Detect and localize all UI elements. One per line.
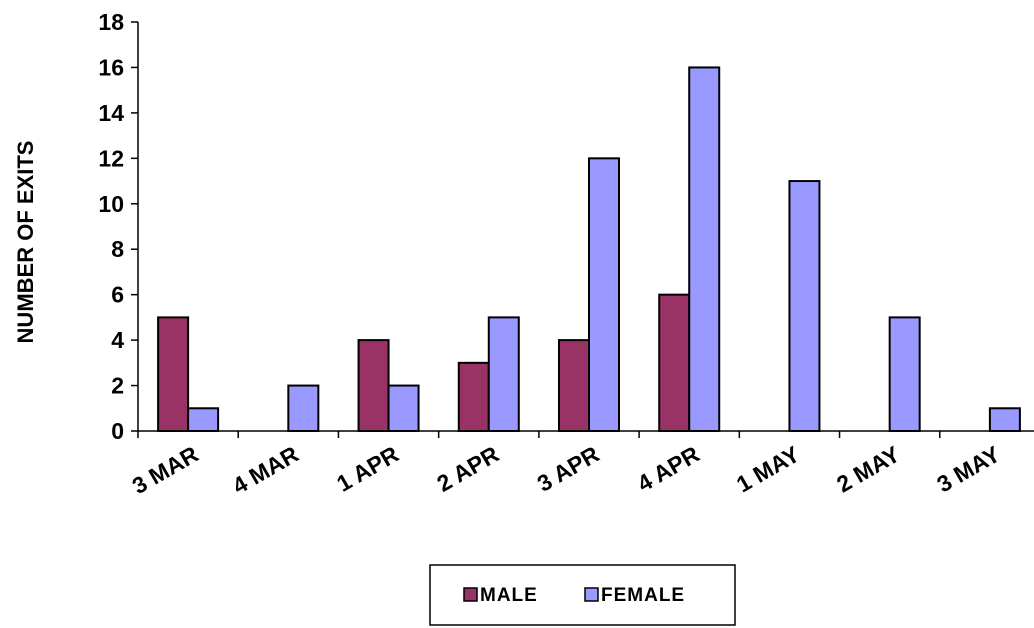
x-tick-label: 4 MAR — [228, 441, 303, 499]
y-tick-label: 6 — [111, 282, 124, 308]
y-tick-label: 0 — [111, 418, 124, 444]
y-axis-title: NUMBER OF EXITS — [13, 141, 38, 344]
bar-male — [457, 361, 490, 433]
legend-label-female: FEMALE — [601, 585, 685, 606]
legend: MALE FEMALE — [429, 564, 736, 626]
y-tick-label: 8 — [111, 236, 124, 262]
bar-male — [658, 293, 691, 432]
bars — [157, 66, 1021, 433]
y-axis-ticks: 0 2 4 6 8 10 12 14 16 18 — [98, 9, 138, 444]
legend-label-male: MALE — [480, 585, 538, 606]
y-tick-label: 12 — [98, 145, 124, 171]
y-tick-label: 4 — [111, 327, 124, 353]
bar-female — [888, 316, 921, 432]
legend-swatch-female — [584, 587, 599, 602]
bar-male — [357, 339, 390, 432]
y-tick-label: 16 — [98, 54, 124, 80]
bar-female — [187, 407, 220, 432]
x-tick-label: 3 MAY — [932, 441, 1004, 498]
x-tick-label: 4 APR — [633, 441, 704, 497]
x-tick-label: 3 APR — [533, 441, 604, 497]
bar-female — [988, 407, 1021, 432]
bar-male — [157, 316, 190, 432]
x-tick-label: 3 MAR — [128, 441, 203, 499]
bar-female — [387, 384, 420, 432]
legend-box — [429, 564, 736, 626]
x-tick-label: 1 MAY — [732, 441, 804, 498]
legend-swatch-male — [463, 587, 478, 602]
bar-female — [487, 316, 520, 432]
x-axis-labels: 3 MAR 4 MAR 1 APR 2 APR 3 APR 4 APR 1 MAY 2 MAY… — [128, 441, 1005, 499]
y-tick-label: 10 — [98, 191, 124, 217]
x-tick-label: 1 APR — [332, 441, 403, 497]
y-tick-label: 2 — [111, 373, 124, 399]
bar-female — [688, 66, 721, 432]
y-tick-label: 18 — [98, 9, 124, 35]
bar-female — [287, 384, 320, 432]
x-tick-label: 2 MAY — [832, 441, 904, 498]
y-tick-label: 14 — [98, 100, 124, 126]
x-tick-label: 2 APR — [432, 441, 503, 497]
bar-female — [788, 180, 821, 432]
bar-male — [558, 339, 590, 432]
bar-female — [588, 157, 620, 432]
